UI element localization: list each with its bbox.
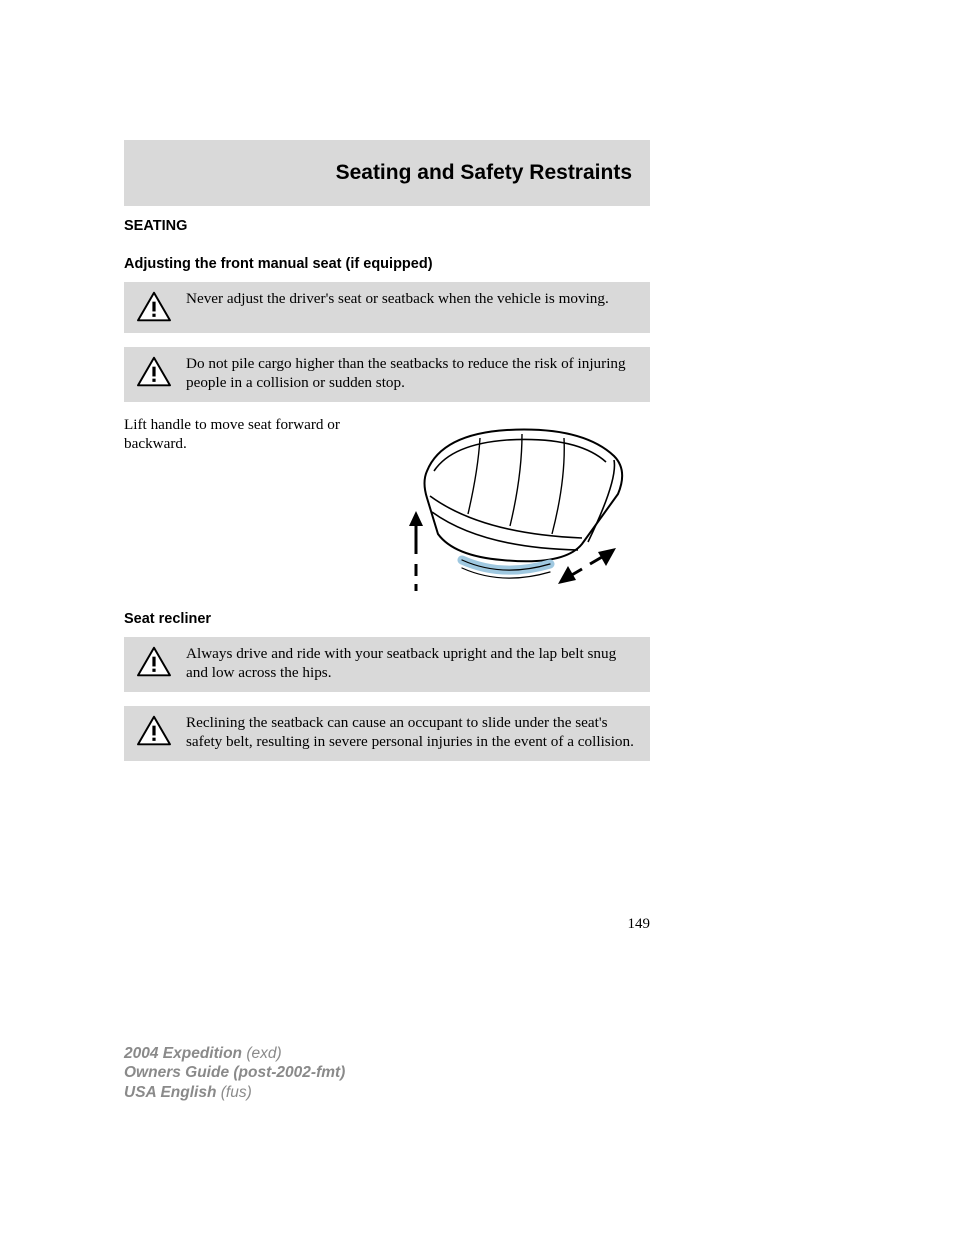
page-number: 149 [628, 916, 651, 933]
warning-text-2: Do not pile cargo higher than the seatba… [186, 355, 638, 392]
chapter-title: Seating and Safety Restraints [336, 161, 632, 185]
footer-line-3: USA English (fus) [124, 1083, 345, 1102]
figure-seat-cushion [374, 416, 650, 591]
body-row-seat-adjust: Lift handle to move seat forward or back… [124, 416, 650, 591]
warning-triangle-icon [136, 356, 172, 388]
subheading-adjust-front-seat: Adjusting the front manual seat (if equi… [124, 256, 650, 272]
body-text-lift-handle: Lift handle to move seat forward or back… [124, 416, 364, 591]
footer-guide: Owners Guide (post-2002-fmt) [124, 1064, 345, 1081]
footer-model: 2004 Expedition [124, 1045, 242, 1062]
warning-text-1: Never adjust the driver's seat or seatba… [186, 290, 609, 309]
content-area: SEATING Adjusting the front manual seat … [124, 218, 650, 775]
footer-lang-code: (fus) [221, 1084, 252, 1101]
page: Seating and Safety Restraints SEATING Ad… [0, 0, 954, 1235]
warning-box-4: Reclining the seatback can cause an occu… [124, 706, 650, 761]
warning-text-4: Reclining the seatback can cause an occu… [136, 714, 638, 751]
footer-block: 2004 Expedition (exd) Owners Guide (post… [124, 1044, 345, 1102]
warning-text-3: Always drive and ride with your seatback… [186, 645, 638, 682]
footer-lang: USA English [124, 1084, 216, 1101]
subheading-seat-recliner: Seat recliner [124, 611, 650, 627]
seat-cushion-drawing [382, 416, 642, 591]
header-band: Seating and Safety Restraints [124, 140, 650, 206]
footer-line-1: 2004 Expedition (exd) [124, 1044, 345, 1063]
warning-triangle-icon [136, 291, 172, 323]
warning-box-1: Never adjust the driver's seat or seatba… [124, 282, 650, 333]
warning-triangle-icon [136, 646, 172, 678]
warning-triangle-icon [136, 715, 172, 747]
footer-line-2: Owners Guide (post-2002-fmt) [124, 1063, 345, 1082]
warning-box-3: Always drive and ride with your seatback… [124, 637, 650, 692]
warning-box-2: Do not pile cargo higher than the seatba… [124, 347, 650, 402]
section-heading-seating: SEATING [124, 218, 650, 234]
footer-model-code: (exd) [246, 1045, 281, 1062]
